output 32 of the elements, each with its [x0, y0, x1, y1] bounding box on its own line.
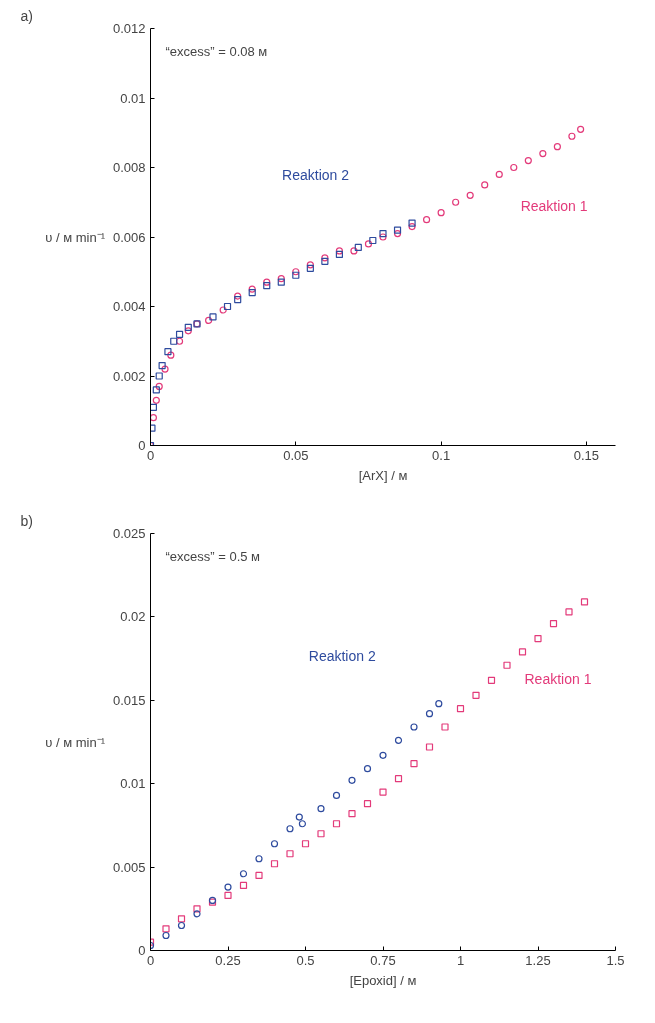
y-tick-label: 0.01	[120, 776, 146, 792]
y-tick-label: 0.004	[112, 299, 146, 314]
y-tick-label: 0.002	[112, 368, 146, 384]
y-axis-title: υ / м min⁻¹	[45, 229, 106, 245]
x-tick-label: 0.1	[432, 447, 451, 463]
text: Reaktion 2	[282, 167, 350, 184]
x-tick-label: 0.75	[370, 952, 396, 968]
y-tick-label: 0.01	[120, 90, 146, 106]
y-tick-label: 0.008	[112, 160, 146, 175]
x-axis-title: [Epoxid] / м	[349, 972, 417, 988]
x-tick-label: 0.5	[296, 952, 315, 968]
y-axis-title: υ / м min⁻¹	[45, 734, 106, 750]
series-label: Reaktion 1	[524, 670, 592, 687]
y-tick-label: 0.015	[112, 692, 146, 708]
annotation: “excess” = 0.08 м	[165, 43, 268, 59]
text: Reaktion 1	[520, 198, 588, 215]
y-tick-label: 0.02	[120, 609, 146, 625]
y-tick-label: 0.012	[112, 21, 146, 36]
x-tick-label: 1.25	[525, 952, 551, 968]
x-tick-label: 1.5	[606, 952, 625, 968]
text: a)	[20, 7, 33, 24]
y-tick-label: 0.025	[112, 526, 146, 541]
annotation: “excess” = 0.5 м	[165, 548, 261, 564]
x-tick-label: 0.15	[573, 447, 600, 463]
text: b)	[20, 512, 33, 529]
x-tick-label: 0.05	[283, 447, 309, 463]
x-tick-label: 1	[456, 952, 465, 968]
x-axis-title: [ArX] / м	[358, 467, 408, 483]
y-tick-label: 0.006	[112, 229, 146, 245]
x-tick-label: 0.25	[215, 952, 241, 968]
y-tick-label: 0.005	[112, 859, 146, 875]
text: Reaktion 2	[308, 647, 376, 664]
